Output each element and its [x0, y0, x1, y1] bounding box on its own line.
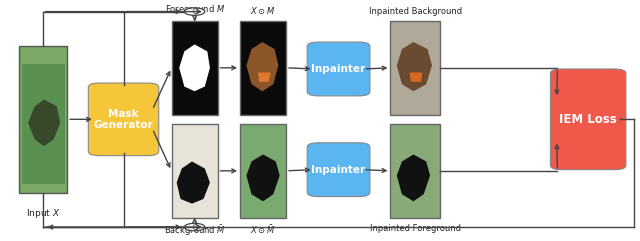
Text: Foreground $M$: Foreground $M$ — [164, 3, 225, 16]
Bar — [390, 124, 440, 218]
Polygon shape — [179, 44, 210, 91]
Text: Inpainted Background: Inpainted Background — [369, 7, 462, 16]
Text: Input $X$: Input $X$ — [26, 207, 60, 220]
Polygon shape — [246, 154, 280, 201]
Polygon shape — [177, 161, 210, 204]
Polygon shape — [410, 73, 422, 82]
Bar — [22, 64, 65, 184]
Text: Background $\bar{M}$: Background $\bar{M}$ — [164, 224, 225, 238]
Text: $X\odot\bar{M}$: $X\odot\bar{M}$ — [250, 224, 276, 236]
FancyBboxPatch shape — [550, 69, 626, 170]
Polygon shape — [397, 154, 430, 201]
Circle shape — [184, 223, 205, 231]
FancyBboxPatch shape — [307, 143, 370, 197]
Polygon shape — [397, 42, 432, 91]
Bar — [172, 21, 218, 115]
Text: ⊙: ⊙ — [191, 7, 198, 16]
Bar — [172, 124, 218, 218]
Bar — [390, 21, 440, 115]
FancyBboxPatch shape — [307, 42, 370, 96]
Polygon shape — [28, 100, 60, 146]
Text: Inpainter: Inpainter — [312, 165, 365, 175]
FancyBboxPatch shape — [88, 83, 159, 156]
Text: $X\odot M$: $X\odot M$ — [250, 5, 276, 16]
Bar — [240, 21, 286, 115]
Bar — [240, 124, 286, 218]
Polygon shape — [258, 73, 271, 82]
Text: Mask
Generator: Mask Generator — [93, 108, 154, 130]
Text: Inpainter: Inpainter — [312, 64, 365, 74]
Bar — [19, 46, 67, 193]
Polygon shape — [246, 42, 278, 91]
Text: ⊙: ⊙ — [191, 222, 198, 232]
Text: Inpainted Foreground: Inpainted Foreground — [370, 224, 461, 233]
Circle shape — [184, 8, 205, 15]
Text: IEM Loss: IEM Loss — [559, 113, 617, 126]
